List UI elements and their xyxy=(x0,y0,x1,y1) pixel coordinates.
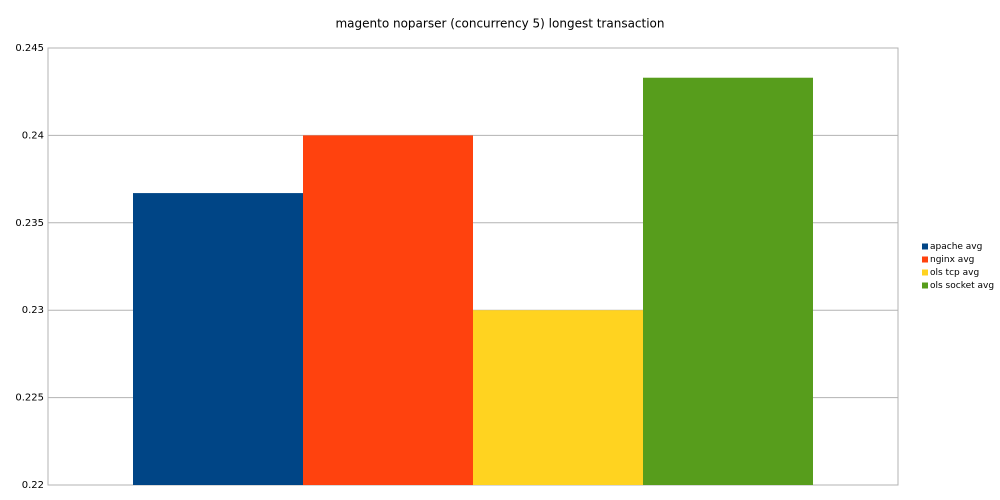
legend-label: ols tcp avg xyxy=(930,268,979,278)
bar xyxy=(473,310,643,485)
legend-label: apache avg xyxy=(930,242,982,252)
y-tick-label: 0.225 xyxy=(15,393,44,404)
bar xyxy=(133,193,303,486)
y-tick-label: 0.235 xyxy=(15,218,44,229)
y-tick-label: 0.23 xyxy=(22,305,44,316)
bar xyxy=(303,135,473,485)
y-tick-label: 0.22 xyxy=(22,480,44,491)
legend: apache avg nginx avg ols tcp avg ols socket… xyxy=(922,242,994,291)
legend-swatch xyxy=(922,243,928,250)
legend-swatch xyxy=(922,269,928,276)
y-tick-label: 0.24 xyxy=(22,130,44,141)
bar xyxy=(643,77,813,485)
y-tick-label: 0.245 xyxy=(15,43,44,54)
legend-label: ols socket avg xyxy=(930,281,994,291)
chart-title: magento noparser (concurrency 5) longest… xyxy=(335,17,664,31)
legend-label: nginx avg xyxy=(930,255,974,265)
legend-swatch xyxy=(922,282,928,289)
legend-swatch xyxy=(922,256,928,263)
